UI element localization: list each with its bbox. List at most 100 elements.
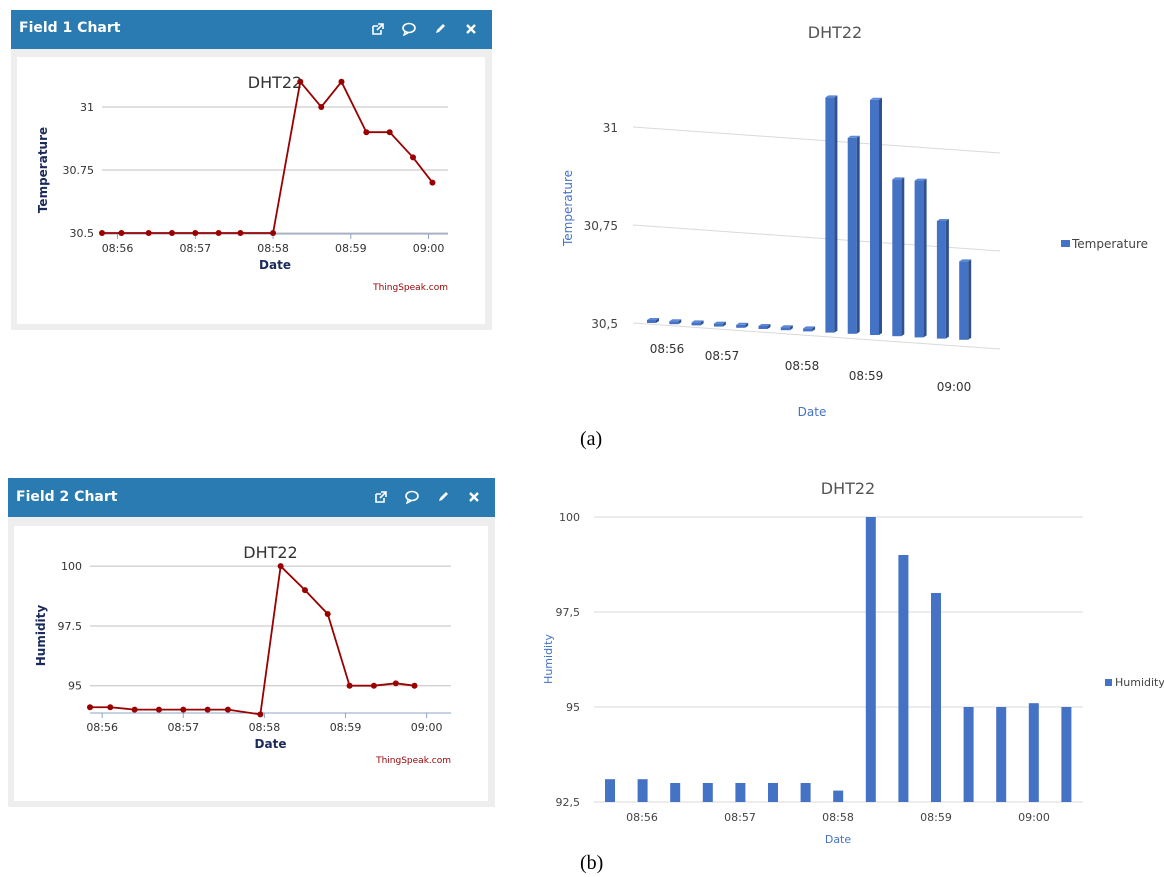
chart-title: DHT22 xyxy=(243,543,297,562)
bar xyxy=(800,783,811,802)
bar-top xyxy=(870,97,882,100)
data-point xyxy=(411,682,418,689)
gridline xyxy=(632,322,1001,350)
field-2-chart-panel: Field 2 Chart DHT22 95 97.5 100 08:56 08:57 08… xyxy=(8,478,495,807)
bar-side xyxy=(656,318,659,323)
bar xyxy=(758,326,768,329)
x-tick-label: 08:58 xyxy=(785,359,820,373)
bar xyxy=(892,179,902,337)
bar-top xyxy=(892,177,905,180)
bar-side xyxy=(812,326,816,332)
bar xyxy=(803,328,813,332)
source-label: ThingSpeak.com xyxy=(372,283,448,293)
chart-title: DHT22 xyxy=(821,479,875,498)
temperature-bar-chart: DHT22 30,5 30,75 31 08:56 08:57 08:58 08:59 09:0… xyxy=(561,23,1148,419)
x-axis-title: Date xyxy=(255,737,287,751)
data-point xyxy=(224,706,231,713)
y-tick-label: 31 xyxy=(603,121,618,135)
data-point xyxy=(87,704,93,711)
pencil-icon[interactable] xyxy=(427,483,458,511)
comment-icon[interactable] xyxy=(393,15,424,43)
y-axis-title: Humidity xyxy=(542,634,555,684)
close-icon[interactable] xyxy=(458,483,489,511)
x-tick-label: 08:58 xyxy=(257,242,289,255)
bar-top xyxy=(758,324,771,326)
comment-icon[interactable] xyxy=(396,483,427,511)
gridline xyxy=(632,126,1001,154)
bar xyxy=(647,320,656,323)
bar-side xyxy=(945,219,949,339)
bar-top xyxy=(959,259,972,262)
data-point xyxy=(99,230,105,236)
y-tick-label: 30,75 xyxy=(584,219,618,233)
bar-side xyxy=(700,320,704,326)
y-tick-label: 97,5 xyxy=(556,606,581,619)
chart-title: DHT22 xyxy=(248,73,302,92)
humidity-bar-chart: DHT22 92,5 95 97,5 100 08:56 08:57 08:58 08:59 09… xyxy=(542,479,1164,846)
bar-top xyxy=(713,321,726,324)
x-tick-label: 09:00 xyxy=(937,380,972,394)
temperature-line-chart: DHT22 30.5 30.75 31 08:56 08:57 08:58 08:59 09:0… xyxy=(36,73,448,293)
bar xyxy=(898,555,909,802)
data-point xyxy=(192,230,199,236)
x-tick-label: 09:00 xyxy=(411,721,443,734)
data-point xyxy=(257,711,264,718)
y-tick-label: 95 xyxy=(68,680,82,693)
panel-title: Field 2 Chart xyxy=(16,489,118,505)
bar-side xyxy=(968,259,972,340)
data-point xyxy=(215,230,222,236)
bar-side xyxy=(834,95,838,333)
data-point xyxy=(386,129,393,136)
bar xyxy=(736,324,746,328)
bar xyxy=(959,261,969,340)
field-2-chart-body: DHT22 95 97.5 100 08:56 08:57 08:58 08:59 09:00 D… xyxy=(14,526,488,801)
caption-a: (a) xyxy=(580,428,603,450)
y-tick-label: 30.75 xyxy=(63,164,95,177)
data-point xyxy=(301,587,308,594)
external-link-icon[interactable] xyxy=(365,483,396,511)
bar xyxy=(833,790,844,802)
bar-top xyxy=(669,319,682,322)
bar xyxy=(780,327,790,331)
x-axis-title: Date xyxy=(825,833,852,846)
close-icon[interactable] xyxy=(455,15,486,43)
data-point xyxy=(318,104,325,110)
data-point xyxy=(410,154,417,161)
pencil-icon[interactable] xyxy=(424,15,455,43)
data-point xyxy=(131,706,138,713)
data-point xyxy=(118,230,125,236)
data-point xyxy=(370,682,377,689)
bar-top xyxy=(780,325,793,328)
data-point xyxy=(155,706,162,713)
x-tick-label: 08:57 xyxy=(724,811,756,824)
bar-side xyxy=(901,177,905,337)
bar xyxy=(1028,703,1039,802)
bar xyxy=(865,517,876,802)
panel-title: Field 1 Chart xyxy=(19,20,121,36)
y-tick-label: 30.5 xyxy=(70,227,95,240)
bar-side xyxy=(856,135,860,334)
y-axis-title: Temperature xyxy=(561,170,575,247)
bar xyxy=(735,783,746,802)
data-point xyxy=(346,682,353,689)
bar-side xyxy=(767,324,771,329)
y-tick-label: 92,5 xyxy=(556,796,581,809)
x-tick-label: 08:59 xyxy=(335,242,367,255)
x-tick-label: 08:59 xyxy=(920,811,952,824)
bar-side xyxy=(923,178,927,338)
chart-title: DHT22 xyxy=(808,23,862,42)
y-axis-title: Temperature xyxy=(36,127,50,213)
external-link-icon[interactable] xyxy=(362,15,393,43)
bar-side xyxy=(678,319,682,325)
source-label: ThingSpeak.com xyxy=(375,756,451,766)
legend-label: Temperature xyxy=(1071,237,1148,251)
legend-swatch xyxy=(1105,679,1112,686)
data-point xyxy=(338,78,345,85)
bar-side xyxy=(879,97,882,335)
x-tick-label: 08:56 xyxy=(86,721,118,734)
bar xyxy=(963,707,974,802)
bar xyxy=(870,99,879,335)
bar xyxy=(713,323,723,327)
bar xyxy=(637,779,648,802)
y-tick-label: 95 xyxy=(566,701,580,714)
